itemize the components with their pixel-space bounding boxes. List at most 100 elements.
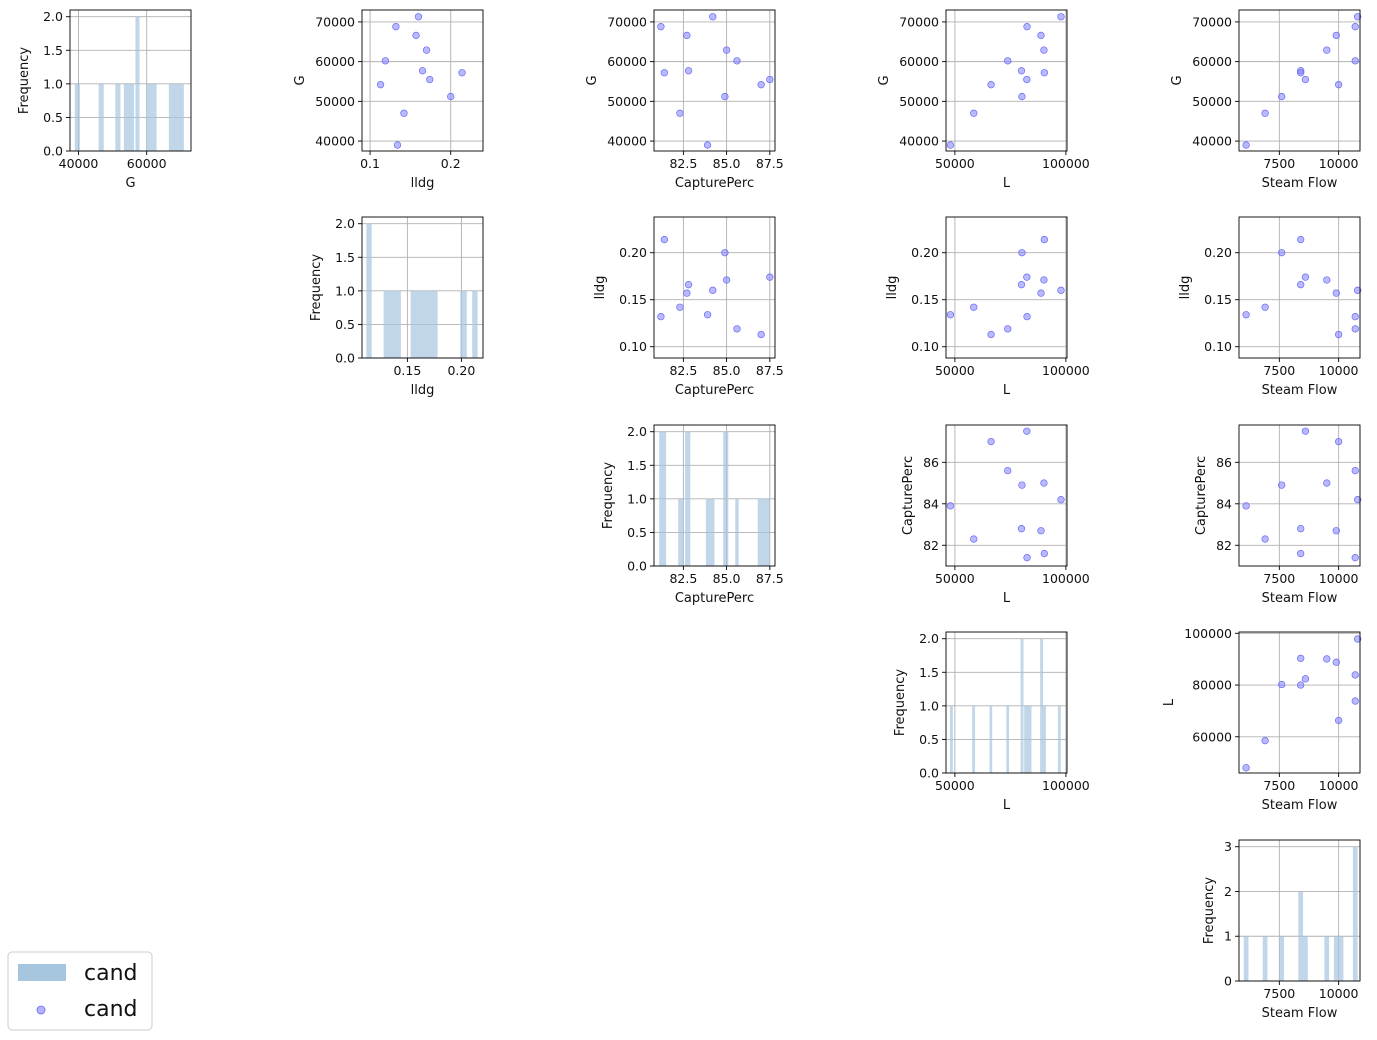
histogram-bar: [705, 498, 715, 566]
scatter-point: [766, 273, 774, 281]
scatter-point: [709, 13, 717, 21]
x-tick-label: 100000: [1042, 363, 1090, 378]
y-tick-label: 0.20: [619, 245, 647, 260]
scatter-point: [683, 289, 691, 297]
scatter-point: [1351, 23, 1359, 31]
subplot-l-vs-steam-flow: 7500 10000 60000 80000 100000 Steam Flow L: [1162, 626, 1362, 813]
scatter-point: [1297, 681, 1305, 689]
histogram-bar: [949, 705, 953, 773]
scatter-point: [1037, 31, 1045, 40]
x-axis-label: lldg: [411, 383, 435, 398]
y-tick-label: 82: [923, 538, 939, 553]
scatter-point: [418, 67, 427, 75]
histogram-bar: [1303, 936, 1308, 981]
scatter-point: [709, 286, 717, 294]
scatter-point: [766, 75, 774, 84]
y-axis-label: lldg: [593, 276, 608, 300]
scatter-point: [1023, 312, 1031, 321]
scatter-point: [970, 109, 978, 117]
scatter-point: [422, 46, 431, 54]
scatter-point: [1040, 235, 1049, 244]
scatter-point: [946, 141, 955, 149]
scatter-point: [400, 109, 408, 117]
scatter-point: [1242, 141, 1250, 149]
scatter-point: [1323, 46, 1331, 54]
y-tick-label: 1.0: [627, 491, 647, 506]
scatter-point: [1037, 289, 1045, 297]
y-axis-label: G: [293, 75, 308, 85]
scatter-point: [1040, 46, 1048, 54]
scatter-point: [1332, 289, 1340, 297]
x-tick-label: 0.15: [393, 363, 421, 378]
y-tick-label: 3: [1224, 839, 1232, 854]
y-axis-label: Frequency: [17, 47, 32, 114]
axes-frame: [653, 9, 776, 152]
x-tick-label: 100000: [1042, 571, 1090, 586]
scatter-point: [1017, 67, 1026, 75]
scatter-point: [703, 141, 712, 149]
scatter-point: [1353, 13, 1362, 21]
axes-frame: [1238, 216, 1361, 359]
y-tick-label: 1.0: [919, 698, 939, 713]
subplot-g-vs-steam-flow: 7500 10000 40000 50000 60000 70000 Steam Flow G: [1170, 9, 1362, 191]
scatter-point: [1018, 249, 1026, 257]
subplot-g-vs-l: 50000 100000 40000 50000 60000 70000 L G: [877, 9, 1090, 191]
y-tick-label: 60000: [899, 54, 939, 69]
y-tick-label: 1.5: [43, 43, 63, 58]
scatter-point: [1351, 312, 1359, 321]
histogram-bar: [1057, 705, 1061, 773]
histogram-bar: [115, 83, 121, 151]
y-tick-label: 0.5: [627, 525, 647, 540]
scatter-point: [1023, 75, 1031, 84]
scatter-point: [1057, 13, 1065, 21]
y-tick-label: 0.0: [919, 766, 939, 781]
histogram-bar: [146, 83, 157, 151]
axes-frame: [69, 9, 192, 152]
histogram-bar: [123, 83, 135, 151]
scatter-point: [392, 23, 400, 31]
scatter-point: [1040, 276, 1048, 284]
histogram-bar: [74, 83, 80, 151]
y-tick-label: 0.0: [335, 351, 355, 366]
x-tick-label: 50000: [935, 363, 975, 378]
axes-frame: [361, 9, 484, 152]
y-tick-label: 70000: [315, 14, 355, 29]
scatter-point: [1018, 92, 1026, 101]
y-tick-label: 2.0: [627, 424, 647, 439]
legend-label-scatter: cand: [84, 997, 138, 1022]
x-tick-label: 40000: [59, 156, 99, 171]
histogram-bar: [1333, 936, 1339, 981]
x-tick-label: 82.5: [669, 363, 697, 378]
scatter-point: [412, 31, 420, 40]
scatter-point: [1353, 635, 1362, 643]
scatter-point: [1301, 427, 1310, 435]
scatter-point: [447, 92, 455, 101]
y-tick-label: 50000: [1192, 94, 1232, 109]
scatter-point: [1261, 535, 1269, 543]
x-tick-label: 10000: [1319, 986, 1359, 1001]
histogram-bar: [972, 705, 976, 773]
scatter-point: [1037, 527, 1045, 535]
scatter-point: [458, 69, 466, 77]
histogram-bar: [1279, 936, 1285, 981]
histogram-bar: [685, 431, 691, 566]
axes-frame: [1238, 631, 1361, 774]
histogram-bar: [168, 83, 184, 151]
x-axis-label: L: [1003, 383, 1011, 398]
scatter-point: [1018, 481, 1026, 489]
scatter-point: [1334, 437, 1343, 446]
scatter-point: [1334, 330, 1343, 339]
y-tick-label: 1.5: [335, 250, 355, 265]
scatter-point: [1323, 276, 1331, 284]
y-tick-label: 40000: [1192, 134, 1232, 149]
axes-frame: [945, 631, 1068, 774]
x-axis-label: Steam Flow: [1262, 798, 1338, 813]
y-axis-label: Frequency: [1202, 877, 1217, 944]
x-tick-label: 82.5: [669, 571, 697, 586]
x-axis-label: L: [1003, 591, 1011, 606]
y-axis-label: lldg: [885, 276, 900, 300]
histogram-bar: [1338, 936, 1344, 981]
scatter-point: [987, 437, 995, 446]
